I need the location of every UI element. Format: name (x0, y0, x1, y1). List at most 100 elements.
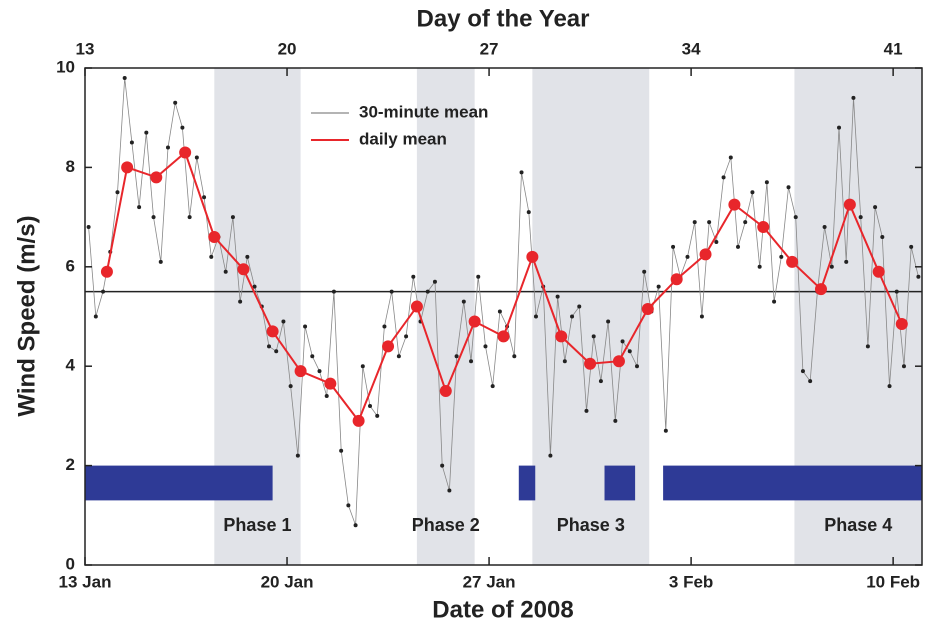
daily-point (584, 357, 597, 370)
point (519, 170, 524, 175)
x-tick-label: 13 Jan (59, 572, 112, 591)
point (129, 140, 134, 145)
daily-point (382, 340, 395, 353)
point (288, 384, 293, 389)
point (187, 215, 192, 220)
point (627, 349, 632, 354)
daily-point (208, 230, 221, 243)
point (86, 225, 91, 230)
point (707, 220, 712, 225)
daily-point (410, 300, 423, 313)
daily-point (872, 265, 885, 278)
x-top-tick-label: 27 (480, 39, 499, 58)
point (173, 100, 178, 105)
point (375, 413, 380, 418)
point (360, 364, 365, 369)
point (671, 244, 676, 249)
point (728, 155, 733, 160)
point (873, 205, 878, 210)
point (454, 354, 459, 359)
point (764, 180, 769, 185)
point (476, 274, 481, 279)
daily-point (757, 221, 770, 234)
point (721, 175, 726, 180)
point (620, 339, 625, 344)
daily-point (497, 330, 510, 343)
point (194, 155, 199, 160)
point (324, 394, 329, 399)
y-tick-label: 6 (66, 256, 75, 275)
point (137, 205, 142, 210)
daily-point (699, 248, 712, 261)
point (115, 190, 120, 195)
point (93, 314, 98, 319)
point (909, 244, 914, 249)
point (598, 379, 603, 384)
period-bar (85, 465, 273, 501)
y-tick-label: 2 (66, 455, 75, 474)
point (837, 125, 842, 130)
point (339, 448, 344, 453)
point (165, 145, 170, 150)
chart-title: Day of the Year (417, 5, 590, 32)
point (310, 354, 315, 359)
point (591, 334, 596, 339)
daily-point (843, 198, 856, 211)
daily-point (555, 330, 568, 343)
point (368, 403, 373, 408)
point (238, 299, 243, 304)
point (151, 215, 156, 220)
point (663, 428, 668, 433)
point (382, 324, 387, 329)
x-tick-label: 3 Feb (669, 572, 713, 591)
point (281, 319, 286, 324)
point (295, 453, 300, 458)
point (331, 289, 336, 294)
y-tick-label: 10 (56, 57, 75, 76)
point (317, 369, 322, 374)
x-tick-label: 20 Jan (261, 572, 314, 591)
point (404, 334, 409, 339)
point (634, 364, 639, 369)
point (642, 269, 647, 274)
point (122, 75, 127, 80)
daily-point (670, 273, 683, 286)
x-tick-label: 10 Feb (866, 572, 920, 591)
daily-point (352, 414, 365, 427)
point (533, 314, 538, 319)
point (144, 130, 149, 135)
x-axis-title: Date of 2008 (432, 596, 573, 623)
daily-point (728, 198, 741, 211)
point (714, 239, 719, 244)
point (555, 294, 560, 299)
point (786, 185, 791, 190)
point (469, 359, 474, 364)
daily-point (121, 161, 134, 174)
point (447, 488, 452, 493)
x-top-tick-label: 41 (884, 39, 903, 58)
point (461, 299, 466, 304)
phase-label: Phase 3 (557, 515, 625, 535)
point (779, 254, 784, 259)
point (858, 215, 863, 220)
point (180, 125, 185, 130)
daily-point (526, 250, 539, 263)
phase-label: Phase 2 (412, 515, 480, 535)
point (894, 289, 899, 294)
daily-point (612, 355, 625, 368)
point (772, 299, 777, 304)
series-line (88, 77, 919, 526)
point (822, 225, 827, 230)
daily-point (266, 325, 279, 338)
point (497, 309, 502, 314)
point (432, 279, 437, 284)
point (562, 359, 567, 364)
daily-point (294, 365, 307, 378)
point (209, 254, 214, 259)
point (584, 408, 589, 413)
legend-label: 30-minute mean (359, 102, 488, 121)
daily-point (468, 315, 481, 328)
phase-shade (416, 68, 475, 565)
y-tick-label: 8 (66, 157, 75, 176)
